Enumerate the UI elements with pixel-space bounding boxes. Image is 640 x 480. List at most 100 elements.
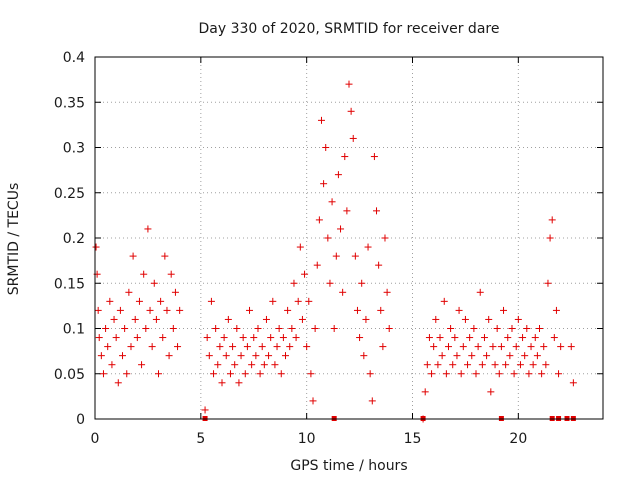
data-point [273, 343, 281, 351]
data-point [277, 370, 285, 378]
data-point [97, 352, 105, 360]
data-point [472, 370, 480, 378]
data-point [284, 306, 292, 314]
data-point [296, 243, 304, 251]
data-point [163, 306, 171, 314]
data-point [362, 315, 370, 323]
data-point [239, 334, 247, 342]
data-point [99, 370, 107, 378]
data-point [258, 343, 266, 351]
data-point [267, 334, 275, 342]
data-point [161, 252, 169, 260]
data-point [356, 334, 364, 342]
data-point [252, 352, 260, 360]
x-tick-label: 5 [196, 431, 205, 447]
data-point [491, 361, 499, 369]
data-point [201, 406, 209, 414]
data-point [269, 297, 277, 305]
data-point [303, 343, 311, 351]
data-point [233, 325, 241, 332]
data-point [459, 343, 467, 351]
data-point [525, 370, 533, 378]
data-point [440, 297, 448, 305]
data-point [451, 334, 459, 342]
data-point [152, 315, 160, 323]
data-point [497, 343, 505, 351]
data-point [436, 334, 444, 342]
data-point [218, 379, 226, 387]
axis-ticks: 0 0.05 0.1 0.15 0.2 0.25 0.3 0.35 0.4 0 5 10 15 20 [54, 50, 603, 447]
data-point [457, 370, 465, 378]
data-points [92, 80, 577, 423]
data-point [262, 315, 270, 323]
data-point [546, 234, 554, 242]
data-point [476, 288, 484, 296]
data-point [311, 325, 319, 332]
data-point [133, 334, 141, 342]
data-point [243, 343, 251, 351]
data-point [144, 225, 152, 233]
data-point [279, 334, 287, 342]
data-point [555, 370, 563, 378]
data-point [256, 370, 264, 378]
data-point [138, 361, 146, 369]
data-point [150, 279, 158, 287]
data-point [116, 306, 124, 314]
data-point [294, 297, 302, 305]
data-point [159, 334, 167, 342]
grid [95, 57, 603, 419]
data-point [110, 315, 118, 323]
data-point [125, 288, 133, 296]
data-point [322, 144, 330, 151]
data-point [231, 361, 239, 369]
data-point [548, 216, 556, 224]
data-point [286, 343, 294, 351]
data-point [506, 352, 514, 360]
data-point [480, 334, 488, 342]
x-tick-label: 0 [91, 431, 100, 447]
data-point [385, 325, 393, 332]
data-point [508, 325, 516, 332]
data-point [529, 361, 537, 369]
data-point [381, 234, 389, 242]
y-tick-label: 0.1 [63, 322, 85, 338]
data-point [489, 343, 497, 351]
data-point [246, 306, 254, 314]
data-point [421, 388, 429, 396]
data-point [135, 297, 143, 305]
data-point [375, 261, 383, 269]
data-point [504, 334, 512, 342]
data-point [214, 361, 222, 369]
y-tick-label: 0.35 [54, 95, 85, 111]
x-tick-label: 15 [404, 431, 422, 447]
data-point [167, 270, 175, 278]
data-point [127, 343, 135, 351]
data-point [368, 397, 376, 405]
data-point [487, 388, 495, 396]
data-point [523, 325, 531, 332]
data-point [305, 297, 313, 305]
x-tick-label: 10 [298, 431, 316, 447]
data-point [360, 352, 368, 360]
y-tick-label: 0.2 [63, 231, 85, 247]
data-point [379, 343, 387, 351]
data-point [444, 343, 452, 351]
data-point [174, 343, 182, 351]
data-point [309, 397, 317, 405]
data-point [353, 306, 361, 314]
data-point [220, 334, 228, 342]
data-point [569, 379, 577, 387]
data-point [288, 325, 296, 332]
data-point [552, 306, 560, 314]
data-point [332, 252, 340, 260]
data-point [516, 361, 524, 369]
plot-frame [94, 56, 604, 420]
data-point [95, 334, 103, 342]
data-point [108, 361, 116, 369]
data-point [430, 343, 438, 351]
data-point [326, 279, 334, 287]
data-point [542, 361, 550, 369]
data-point [254, 325, 262, 332]
data-point [514, 315, 522, 323]
data-point [339, 288, 347, 296]
